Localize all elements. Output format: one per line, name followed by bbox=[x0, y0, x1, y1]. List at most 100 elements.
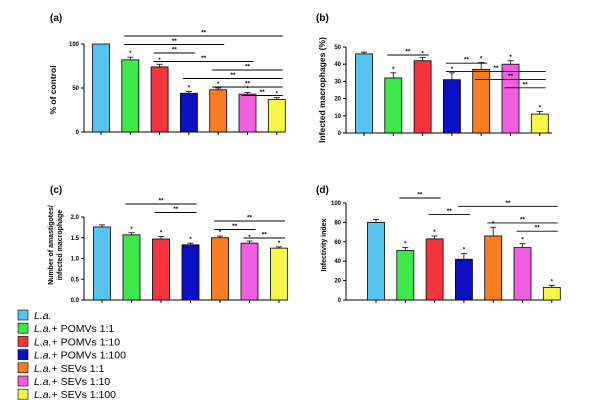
panel-d-star: * bbox=[404, 242, 407, 248]
panel-b-ytick-label: 50 bbox=[334, 45, 341, 51]
panel-a-star: * bbox=[129, 51, 132, 57]
panel-d-bar bbox=[367, 221, 385, 301]
panel-c-sig-label: ** bbox=[247, 215, 253, 222]
panel-a-bar bbox=[209, 89, 228, 133]
panel-c-ytick-label: 2.0 bbox=[71, 215, 80, 221]
panel-b: (b) Infected macrophages (%) 0 10 20 30 40 50… bbox=[316, 13, 552, 143]
panel-c-star: * bbox=[189, 237, 192, 243]
panel-b-star: * bbox=[509, 55, 512, 61]
panel-d-ylabel: Infectivity index bbox=[321, 218, 328, 271]
panel-b-sig-label: ** bbox=[464, 57, 470, 64]
panel-c-bar bbox=[270, 247, 288, 301]
legend-swatch bbox=[17, 336, 29, 347]
panel-d-sig-label: ** bbox=[505, 200, 511, 207]
panel-c-sig-label: ** bbox=[173, 206, 179, 213]
panel-b-sig-label: ** bbox=[405, 49, 411, 56]
panel-a-ytick-label: 0 bbox=[76, 130, 80, 136]
panel-d-ytick-label: 0 bbox=[338, 298, 342, 304]
panel-c-star: * bbox=[278, 241, 281, 247]
panel-b-ytick-label: 40 bbox=[334, 62, 341, 68]
panel-a-sig-label: ** bbox=[172, 38, 178, 45]
panel-c-ytick-label: 1.5 bbox=[71, 236, 80, 242]
panel-b-star: * bbox=[392, 67, 395, 73]
panel-a-sig-label: ** bbox=[260, 89, 266, 96]
panel-a-bar bbox=[150, 66, 169, 133]
panel-d-star: * bbox=[492, 221, 495, 227]
panel-b-bar bbox=[530, 113, 549, 134]
panel-b-star: * bbox=[539, 106, 542, 112]
legend-swatch bbox=[17, 309, 29, 321]
panel-a-ylabel: % of control bbox=[48, 65, 58, 114]
panel-c-ylabel: Number of amastigotes/ infected macropha… bbox=[48, 205, 64, 285]
legend-label: L.a. bbox=[34, 310, 52, 322]
panel-a-star: * bbox=[188, 86, 191, 92]
legend-swatch bbox=[17, 375, 29, 387]
panel-b-sig-label: ** bbox=[523, 81, 529, 88]
panel-d-bar bbox=[396, 250, 415, 301]
legend-swatch bbox=[17, 322, 29, 334]
panel-a-ytick-label: 100 bbox=[69, 42, 80, 48]
panel-d-star: * bbox=[433, 230, 436, 236]
panel-c-ylabel-line1: Number of amastigotes/ bbox=[48, 205, 55, 285]
panel-a-sig-label: ** bbox=[230, 72, 236, 79]
panel-d-star: * bbox=[551, 279, 554, 285]
panel-a-bar bbox=[238, 93, 257, 133]
panel-c-bar bbox=[152, 238, 170, 301]
panel-c-plot: 0.00.51.01.52.0**************** bbox=[71, 198, 288, 304]
panel-a-ytick-label: 50 bbox=[72, 86, 79, 92]
legend-label: L.a.+ POMVs 1:10 bbox=[34, 336, 120, 348]
panel-c-letter: (c) bbox=[50, 185, 62, 196]
legend-swatch bbox=[17, 388, 29, 400]
panel-d-ytick-label: 80 bbox=[334, 220, 341, 226]
legend-label: L.a.+ SEVs 1:100 bbox=[34, 389, 116, 400]
legend: L.a.L.a.+ POMVs 1:1L.a.+ POMVs 1:10 L.a.+… bbox=[17, 309, 126, 400]
panel-d-bar bbox=[542, 286, 561, 301]
panel-c-bar bbox=[93, 226, 111, 301]
panel-b-ytick-label: 10 bbox=[334, 114, 341, 120]
panel-d-sig-label: ** bbox=[520, 216, 526, 223]
panel-d-ytick-label: 60 bbox=[334, 240, 341, 246]
panel-d-sig-label: ** bbox=[417, 192, 423, 199]
panel-c-ylabel-line2: infected macrophage bbox=[57, 210, 64, 281]
panel-a-star: * bbox=[217, 82, 220, 88]
panel-b-letter: (b) bbox=[316, 13, 329, 24]
panel-c-bar bbox=[181, 244, 200, 301]
panel-a-star: * bbox=[246, 86, 249, 92]
legend-label: L.a.+ SEVs 1:1 bbox=[34, 363, 104, 375]
panel-b-bar bbox=[472, 68, 491, 134]
panel-c-bar bbox=[211, 237, 229, 301]
legend-label: L.a.+ POMVs 1:100 bbox=[34, 350, 126, 362]
panel-a-letter: (a) bbox=[50, 13, 62, 24]
panel-c-ytick-label: 1.0 bbox=[71, 257, 80, 263]
panel-b-bar bbox=[442, 79, 461, 134]
panel-d-ytick-label: 40 bbox=[334, 259, 341, 265]
panel-d-ytick-label: 20 bbox=[334, 279, 341, 285]
panel-c-ytick-label: 0.5 bbox=[71, 277, 80, 283]
legend-swatch bbox=[17, 362, 29, 374]
panel-b-ytick-label: 0 bbox=[338, 131, 342, 137]
panel-c-star: * bbox=[130, 227, 133, 233]
panel-b-ytick-label: 30 bbox=[334, 79, 341, 85]
panel-a-sig-label: ** bbox=[245, 64, 251, 71]
panel-d: (d) Infectivity index 020406080100******… bbox=[316, 185, 561, 304]
panel-c-sig-label: ** bbox=[158, 198, 164, 205]
panel-a-bar bbox=[92, 43, 110, 133]
panel-b-star: * bbox=[451, 67, 454, 73]
panel-c-sig-label: ** bbox=[232, 223, 238, 230]
panel-b-sig-label: ** bbox=[493, 65, 499, 72]
panel-d-bar bbox=[484, 235, 503, 301]
panel-d-bar bbox=[454, 258, 473, 301]
panel-b-bar bbox=[355, 53, 373, 134]
panel-a-bar bbox=[121, 59, 140, 133]
panel-c: (c) Number of amastigotes/ infected macr… bbox=[48, 185, 288, 304]
panel-c-bar bbox=[240, 242, 259, 301]
panel-a-sig-label: ** bbox=[201, 55, 207, 62]
panel-a-sig-label: ** bbox=[201, 30, 207, 37]
legend-label: L.a.+ POMVs 1:1 bbox=[34, 323, 114, 335]
panel-b-star: * bbox=[421, 51, 424, 57]
panel-d-star: * bbox=[521, 238, 524, 244]
panel-d-sig-label: ** bbox=[447, 208, 453, 215]
